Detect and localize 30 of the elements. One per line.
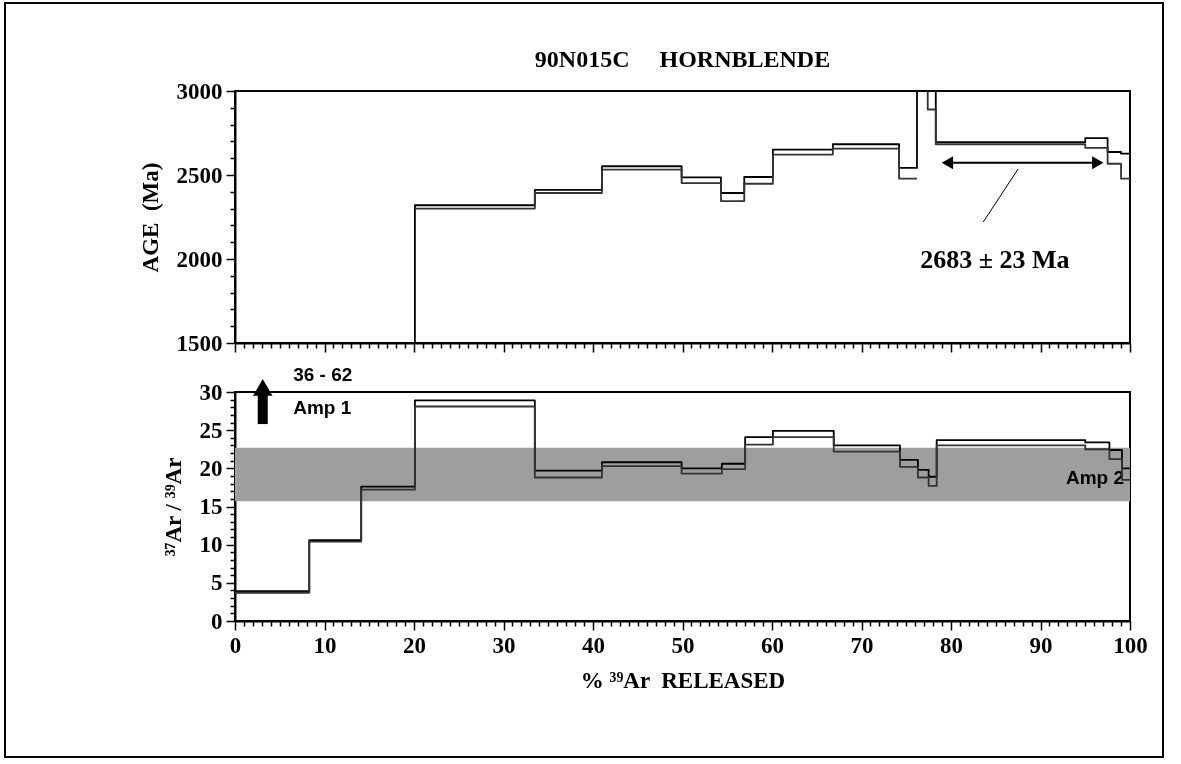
band-label: Amp 2 xyxy=(1065,467,1124,489)
y-tick-label: 10 xyxy=(199,532,223,558)
y-axis-title: ³⁷Ar / ³⁹Ar xyxy=(160,457,186,557)
y-tick-label: 0 xyxy=(211,608,223,634)
x-tick-label: 0 xyxy=(229,632,242,658)
y-axis-title: AGE (Ma) xyxy=(137,162,163,273)
y-tick-label: 1500 xyxy=(176,330,223,356)
x-tick-label: 90 xyxy=(1029,632,1053,658)
annotation: Amp 1 xyxy=(293,397,352,419)
y-tick-label: 5 xyxy=(211,570,223,596)
x-axis-title: % ³⁹Ar RELEASED xyxy=(580,667,786,693)
y-tick-label: 20 xyxy=(199,455,223,481)
y-tick-label: 15 xyxy=(199,494,223,519)
y-tick-label: 2500 xyxy=(176,162,223,188)
x-tick-label: 10 xyxy=(313,632,337,658)
text: 36 - 62 xyxy=(293,363,353,385)
x-tick-label: 20 xyxy=(403,632,426,658)
x-tick-label: 50 xyxy=(671,632,695,658)
y-tick-label: 25 xyxy=(199,417,223,443)
x-tick-label: 100 xyxy=(1113,632,1148,658)
x-tick-label: 30 xyxy=(492,632,516,658)
chart-title: 90N015C HORNBLENDE xyxy=(534,46,831,72)
x-tick-label: 40 xyxy=(582,632,605,658)
y-tick-label: 2000 xyxy=(176,246,223,272)
y-tick-label: 3000 xyxy=(176,78,223,104)
annotation: 2683 ± 23 Ma xyxy=(920,244,1070,274)
y-tick-label: 30 xyxy=(199,379,223,405)
x-tick-label: 80 xyxy=(940,632,963,658)
x-tick-label: 60 xyxy=(761,632,784,658)
x-tick-label: 70 xyxy=(850,632,874,658)
